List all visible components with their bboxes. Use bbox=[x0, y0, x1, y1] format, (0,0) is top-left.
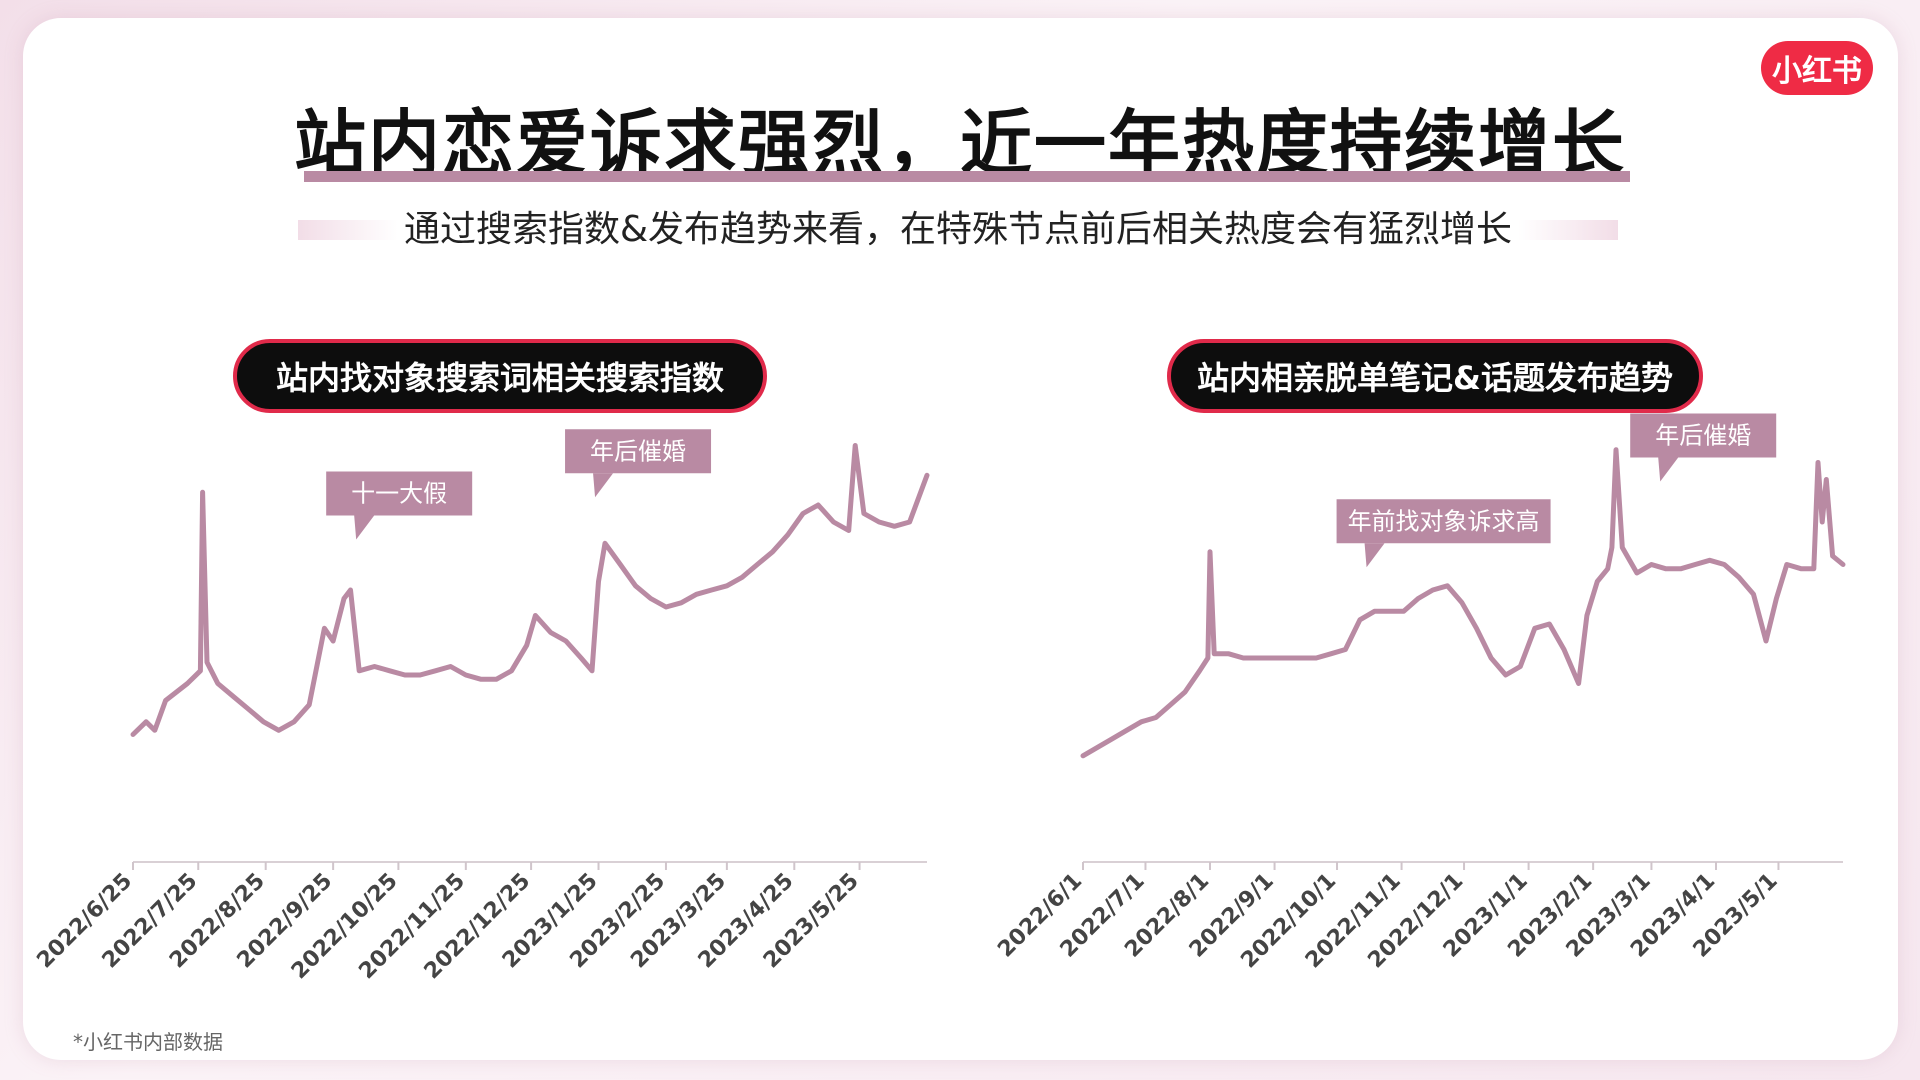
callout-label: 年前找对象诉求高 bbox=[1348, 507, 1540, 535]
callout-box bbox=[1336, 499, 1551, 544]
chart-title-search-index: 站内找对象搜索词相关搜索指数 bbox=[233, 339, 767, 413]
callout-tail bbox=[593, 473, 614, 498]
callout-label: 年后催婚 bbox=[590, 437, 686, 465]
chart-2: 2022/6/12022/7/12022/8/12022/9/12022/10/… bbox=[993, 413, 1846, 973]
callout: 年后催婚 bbox=[1630, 413, 1777, 482]
logo-text: 小红书 bbox=[1772, 54, 1862, 89]
series-line bbox=[1080, 447, 1846, 759]
callout: 年前找对象诉求高 bbox=[1336, 499, 1551, 568]
title-underline bbox=[304, 171, 1630, 182]
chart-1: 2022/6/252022/7/252022/8/252022/9/252022… bbox=[32, 429, 930, 984]
callout: 年后催婚 bbox=[565, 429, 712, 498]
subtitle-fade-right bbox=[1518, 220, 1618, 240]
subtitle-band: 通过搜索指数&发布趋势来看，在特殊节点前后相关热度会有猛烈增长 bbox=[298, 206, 1618, 254]
slide-card bbox=[23, 18, 1898, 1060]
callout-label: 年后催婚 bbox=[1655, 422, 1751, 450]
callout-box bbox=[1630, 413, 1777, 458]
footnote: *小红书内部数据 bbox=[73, 1030, 223, 1054]
page-subtitle: 通过搜索指数&发布趋势来看，在特殊节点前后相关热度会有猛烈增长 bbox=[403, 209, 1513, 250]
callout-tail bbox=[1364, 543, 1385, 568]
callout-box bbox=[565, 429, 712, 474]
callout: 十一大假 bbox=[326, 471, 473, 540]
xiaohongshu-logo: 小红书 bbox=[1761, 41, 1873, 95]
subtitle-fade-left bbox=[298, 220, 398, 240]
callout-tail bbox=[354, 515, 375, 540]
callout-label: 十一大假 bbox=[351, 480, 447, 508]
callout-tail bbox=[1658, 457, 1679, 482]
callout-box bbox=[326, 471, 473, 516]
series-line bbox=[130, 443, 930, 737]
chart-title-post-trend: 站内相亲脱单笔记&话题发布趋势 bbox=[1167, 339, 1703, 413]
